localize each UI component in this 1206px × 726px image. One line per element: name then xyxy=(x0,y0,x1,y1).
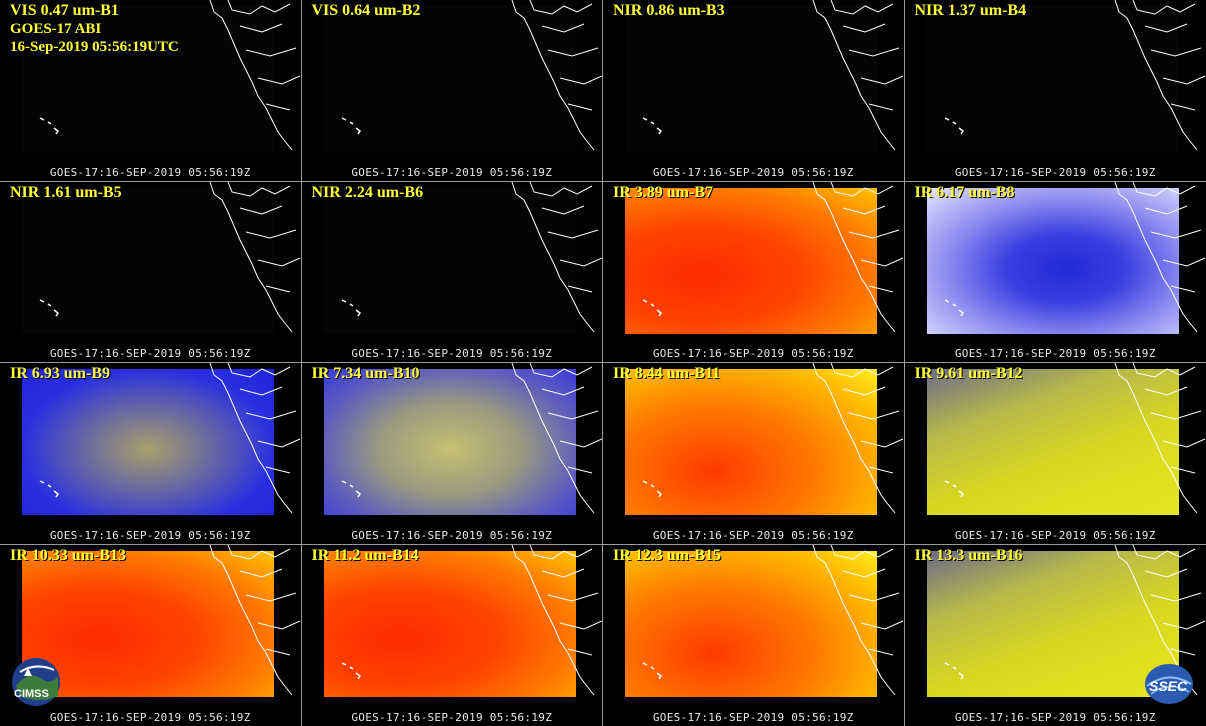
satellite-image xyxy=(926,550,1179,697)
band-panel: IR 13.3 um-B16 GOES-17:16-SEP-2019 05:56:… xyxy=(904,544,1206,726)
cimss-logo-text: CIMSS xyxy=(14,688,49,700)
coastline-overlay xyxy=(39,363,301,514)
satellite-image xyxy=(22,6,274,152)
band-panel: VIS 0.64 um-B2 GOES-17:16-SEP-2019 05:56:… xyxy=(301,0,603,182)
coastline-overlay xyxy=(642,181,904,332)
satellite-image xyxy=(323,369,576,515)
satellite-image xyxy=(625,369,877,515)
panel-timestamp: GOES-17:16-SEP-2019 05:56:19Z xyxy=(652,528,854,542)
ssec-logo-text: SSEC xyxy=(1149,678,1188,694)
band-panel: NIR 0.86 um-B3 GOES-17:16-SEP-2019 05:56:… xyxy=(603,0,905,182)
coastline-overlay xyxy=(39,181,301,332)
band-label: IR 7.34 um-B10 xyxy=(311,365,420,382)
band-panel: IR 10.33 um-B13 GOES-17:16-SEP-2019 05:56… xyxy=(0,544,302,726)
band-label: NIR 1.61 um-B5 xyxy=(10,183,122,201)
panel-timestamp: GOES-17:16-SEP-2019 05:56:19Z xyxy=(954,347,1156,360)
band-panel: IR 7.34 um-B10 GOES-17:16-SEP-2019 05:56:… xyxy=(301,363,603,545)
satellite-image xyxy=(625,6,877,152)
satellite-image xyxy=(323,187,576,334)
coastline-overlay xyxy=(944,181,1205,332)
ssec-globe-icon xyxy=(1145,664,1193,704)
panel-timestamp: GOES-17:16-SEP-2019 05:56:19Z xyxy=(954,711,1156,724)
cimss-logo: CIMSS xyxy=(10,656,62,708)
coastline-overlay xyxy=(39,0,301,151)
datetime-label: 16-Sep-2019 05:56:19UTC xyxy=(10,39,179,55)
band-panel: IR 12.3 um-B15 GOES-17:16-SEP-2019 05:56:… xyxy=(603,544,905,726)
satellite-image xyxy=(323,6,576,152)
satellite-image xyxy=(22,369,274,515)
panel-timestamp: GOES-17:16-SEP-2019 05:56:19Z xyxy=(351,347,553,360)
coastline-overlay xyxy=(944,363,1205,514)
cimss-globe-icon xyxy=(12,658,60,706)
band-label: IR 12.3 um-B15 xyxy=(613,546,722,564)
panel-timestamp: GOES-17:16-SEP-2019 05:56:19Z xyxy=(351,711,553,724)
band-label: IR 3.89 um-B7 xyxy=(613,183,714,201)
band-panel: NIR 1.61 um-B5 GOES-17:16-SEP-2019 05:56:… xyxy=(0,181,302,363)
coastline-overlay xyxy=(944,544,1205,695)
band-label: IR 6.93 um-B9 xyxy=(10,365,111,382)
coastline-overlay xyxy=(944,0,1205,151)
panel-timestamp: GOES-17:16-SEP-2019 05:56:19Z xyxy=(351,165,553,179)
band-label: VIS 0.47 um-B1 xyxy=(10,2,119,19)
band-panel: IR 8.44 um-B11 GOES-17:16-SEP-2019 05:56:… xyxy=(603,363,905,545)
band-panel: NIR 2.24 um-B6 GOES-17:16-SEP-2019 05:56:… xyxy=(301,181,603,363)
panel-timestamp: GOES-17:16-SEP-2019 05:56:19Z xyxy=(652,165,854,179)
band-panel: IR 6.93 um-B9 GOES-17:16-SEP-2019 05:56:1… xyxy=(0,363,302,545)
band-label: NIR 0.86 um-B3 xyxy=(613,2,725,19)
satellite-image xyxy=(22,550,274,697)
band-label: IR 9.61 um-B12 xyxy=(914,365,1023,382)
panel-timestamp: GOES-17:16-SEP-2019 05:56:19Z xyxy=(652,347,854,360)
satellite-image xyxy=(625,550,877,697)
band-panel: VIS 0.47 um-B1 GOES-17:16-SEP-2019 05:56:… xyxy=(0,0,302,182)
panel-timestamp: GOES-17:16-SEP-2019 05:56:19Z xyxy=(49,711,251,724)
band-label: VIS 0.64 um-B2 xyxy=(311,2,421,19)
panel-timestamp: GOES-17:16-SEP-2019 05:56:19Z xyxy=(49,347,251,360)
panel-timestamp: GOES-17:16-SEP-2019 05:56:19Z xyxy=(351,528,553,542)
coastline-overlay xyxy=(341,363,602,514)
band-label: IR 13.3 um-B16 xyxy=(914,546,1023,564)
panel-timestamp: GOES-17:16-SEP-2019 05:56:19Z xyxy=(954,528,1156,542)
band-label: IR 11.2 um-B14 xyxy=(311,546,419,564)
band-label: IR 8.44 um-B11 xyxy=(613,365,721,382)
satellite-image xyxy=(926,187,1179,334)
coastline-overlay xyxy=(341,544,602,695)
band-panel: IR 6.17 um-B8 GOES-17:16-SEP-2019 05:56:1… xyxy=(904,181,1206,363)
coastline-overlay xyxy=(341,0,602,151)
ssec-logo: SSEC xyxy=(1143,660,1195,706)
band-label: NIR 1.37 um-B4 xyxy=(914,2,1027,19)
band-panel: IR 3.89 um-B7 GOES-17:16-SEP-2019 05:56:1… xyxy=(603,181,905,363)
satellite-label: GOES-17 ABI xyxy=(10,21,102,37)
band-panel: IR 11.2 um-B14 GOES-17:16-SEP-2019 05:56:… xyxy=(301,544,603,726)
panel-timestamp: GOES-17:16-SEP-2019 05:56:19Z xyxy=(652,711,854,724)
satellite-image xyxy=(926,6,1179,152)
satellite-image xyxy=(926,369,1179,515)
panel-timestamp: GOES-17:16-SEP-2019 05:56:19Z xyxy=(954,165,1156,179)
coastline-overlay xyxy=(642,544,904,695)
coastline-overlay xyxy=(642,0,904,151)
band-label: NIR 2.24 um-B6 xyxy=(311,183,424,201)
satellite-image xyxy=(22,187,274,334)
satellite-image xyxy=(625,187,877,334)
band-label: IR 6.17 um-B8 xyxy=(914,183,1015,201)
satellite-image xyxy=(323,550,576,697)
panel-timestamp: GOES-17:16-SEP-2019 05:56:19Z xyxy=(49,165,251,179)
band-panel: IR 9.61 um-B12 GOES-17:16-SEP-2019 05:56:… xyxy=(904,363,1206,545)
band-panel: NIR 1.37 um-B4 GOES-17:16-SEP-2019 05:56:… xyxy=(904,0,1206,182)
coastline-overlay xyxy=(341,181,602,332)
coastline-overlay xyxy=(642,363,904,514)
panel-timestamp: GOES-17:16-SEP-2019 05:56:19Z xyxy=(49,528,251,542)
band-label: IR 10.33 um-B13 xyxy=(10,546,127,564)
